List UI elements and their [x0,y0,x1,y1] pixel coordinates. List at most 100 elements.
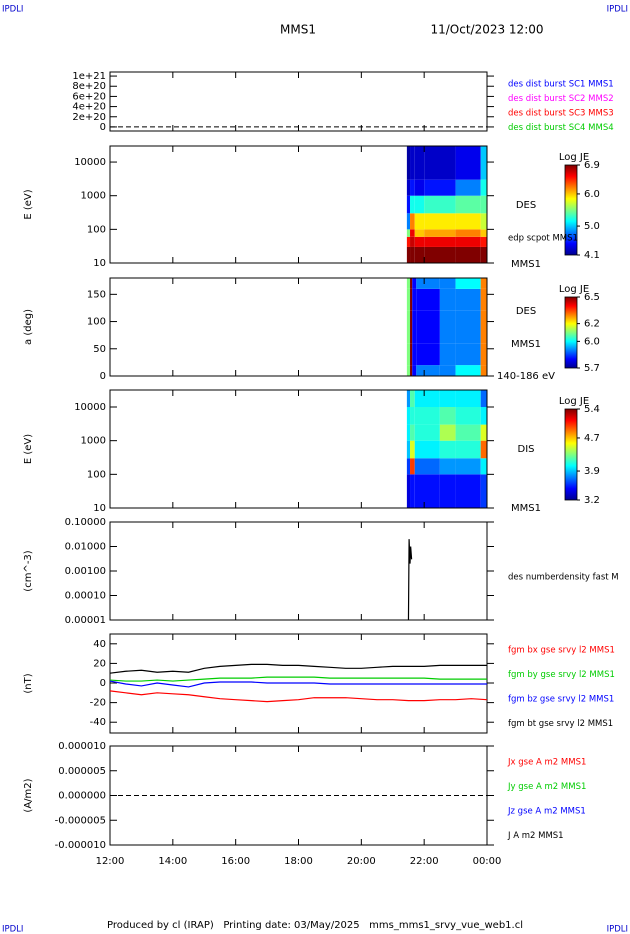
heatmap-cell [455,213,481,230]
heatmap-cell [406,474,411,508]
heatmap-cell [455,407,481,425]
colorbar-tick-label: 4.1 [584,250,600,261]
heatmap-cell [480,146,487,180]
x-tick-label: 16:00 [221,856,250,867]
heatmap-cell [455,246,481,263]
side-label: MMS1 [511,339,541,350]
heatmap-cell [455,458,481,475]
heatmap-cell [406,390,411,408]
date: 11/Oct/2023 12:00 [430,23,543,37]
heatmap-cell [439,343,456,366]
heatmap-cell [480,365,487,376]
heatmap-cell [414,195,425,214]
colorbar-tick-label: 4.7 [584,433,600,444]
legend-entry: J A m2 MMS1 [507,831,564,841]
colorbar-tick-label: 3.9 [584,466,600,477]
heatmap-cell [412,310,417,344]
heatmap-cell [412,278,417,289]
y-tick-label: 10 [93,258,106,269]
colorbar-title: Log JE [559,396,589,407]
heatmap-cell [406,365,411,376]
colorbar-tick-label: 6.0 [584,189,600,200]
colorbar-title: Log JE [559,152,589,163]
heatmap-cell [406,236,411,247]
y-tick-label: 1000 [81,191,106,202]
legend-entry: fgm bt gse srvy l2 MMS1 [508,719,613,729]
side-label: DES [516,200,536,211]
plot-frame [109,71,488,132]
y-tick-label: 0.01000 [65,542,106,553]
heatmap-cell [414,246,425,263]
heatmap-cell [455,424,481,441]
heatmap-cell [455,390,481,408]
heatmap-cell [406,179,411,196]
heatmap-cell [439,390,456,408]
x-tick-label: 00:00 [473,856,502,867]
heatmap-cell [412,288,417,311]
heatmap-cell [480,310,487,344]
y-tick-label: 1e+21 [72,71,106,82]
legend-entry: fgm bz gse srvy l2 MMS1 [508,695,614,705]
legend-entry: des dist burst SC1 MMS1 [508,80,614,90]
heatmap-cell [480,195,487,214]
heatmap-cell [406,195,411,214]
heatmap-cell [410,213,415,230]
heatmap-cell [439,310,456,344]
heatmap-cell [410,195,415,214]
colorbar-tick-label: 5.7 [584,363,600,374]
heatmap-cell [424,246,456,263]
data-line [109,690,488,703]
heatmap-cell [410,246,415,263]
legend-entry: des dist burst SC4 MMS4 [508,123,614,133]
heatmap-cell [406,213,411,230]
heatmap-cell [414,474,440,508]
heatmap-cell [455,278,481,289]
heatmap-cell [439,407,456,425]
heatmap-cell [439,458,456,475]
y-tick-label: 6e+20 [72,91,106,102]
heatmap-cell [406,146,411,180]
colorbar-tick-label: 5.0 [584,221,600,232]
colorbar [564,296,578,369]
heatmap-cell [410,236,415,247]
heatmap-cell [455,440,481,459]
side-label: 140-186 eV [497,371,555,382]
heatmap-cell [410,146,415,180]
heatmap-cell [439,424,456,441]
heatmap-cell [414,236,425,247]
heatmap-cell [416,343,440,366]
y-tick-label: 10000 [74,402,106,413]
heatmap-cell [424,195,456,214]
heatmap-cell [455,288,481,311]
heatmap-cell [416,310,440,344]
data-line [109,663,487,674]
heatmap-cell [439,288,456,311]
heatmap-cell [455,474,481,508]
y-tick-label: 150 [87,289,106,300]
heatmap-cell [406,424,411,441]
data-line [109,680,487,688]
corner-label: IPDLI [607,925,628,934]
heatmap-cell [480,440,487,459]
heatmap-cell [480,343,487,366]
data-line [407,539,413,621]
heatmap-cell [480,288,487,311]
colorbar-tick-label: 6.0 [584,336,600,347]
heatmap-cell [439,278,456,289]
heatmap-cell [414,458,440,475]
heatmap-cell [424,229,456,237]
heatmap-cell [424,213,456,230]
heatmap-cell [406,288,411,311]
heatmap-cell [416,278,440,289]
heatmap-cell [480,236,487,247]
heatmap-cell [406,343,411,366]
heatmap-cell [480,424,487,441]
heatmap-cell [414,424,440,441]
side-label: DIS [518,444,535,455]
heatmap-cell [480,229,487,237]
heatmap-cell [414,407,440,425]
heatmap-cell [416,288,440,311]
y-tick-label: 0 [100,122,106,133]
heatmap-cell [414,213,425,230]
heatmap-cell [406,407,411,425]
